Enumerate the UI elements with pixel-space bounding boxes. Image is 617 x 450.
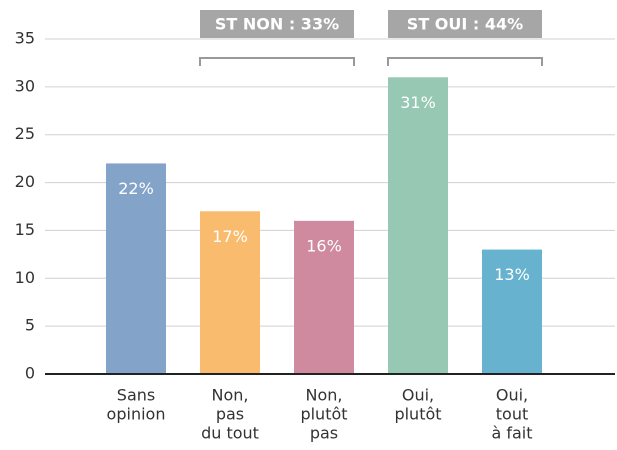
y-tick-label: 20	[15, 172, 35, 191]
x-tick-label: opinion	[107, 405, 166, 424]
y-tick-label: 5	[25, 316, 35, 335]
x-tick-label: pas	[216, 405, 244, 424]
x-tick-label: Non,	[306, 386, 343, 405]
y-tick-label: 10	[15, 268, 35, 287]
x-tick-label: Non,	[212, 386, 249, 405]
bar	[200, 211, 260, 374]
value-label: 31%	[400, 93, 436, 112]
bracket	[387, 57, 543, 66]
x-tick-label: pas	[310, 424, 338, 443]
bar	[106, 163, 166, 374]
x-tick-label: plutôt	[300, 405, 347, 424]
value-label: 22%	[118, 179, 154, 198]
x-tick-label: du tout	[201, 424, 259, 443]
bracket	[199, 57, 355, 66]
bar	[294, 220, 354, 374]
y-tick-label: 15	[15, 220, 35, 239]
x-tick-label: Oui,	[402, 386, 434, 405]
x-tick-label: tout	[496, 405, 528, 424]
annotation-box	[200, 10, 354, 38]
y-tick-label: 35	[15, 29, 35, 48]
x-tick-label: à fait	[491, 424, 532, 443]
value-label: 16%	[306, 236, 342, 255]
annotation: ST NON : 33%	[215, 15, 339, 34]
bar	[482, 249, 542, 374]
y-tick-label: 30	[15, 76, 35, 95]
x-tick-label: plutôt	[394, 405, 441, 424]
x-tick-label: Sans	[117, 386, 155, 405]
y-tick-label: 0	[25, 364, 35, 383]
bar	[388, 77, 448, 375]
annotation-box	[388, 10, 542, 38]
value-label: 17%	[212, 227, 248, 246]
value-label: 13%	[494, 265, 530, 284]
annotation: ST OUI : 44%	[407, 15, 523, 34]
y-tick-label: 25	[15, 124, 35, 143]
x-tick-label: Oui,	[496, 386, 528, 405]
